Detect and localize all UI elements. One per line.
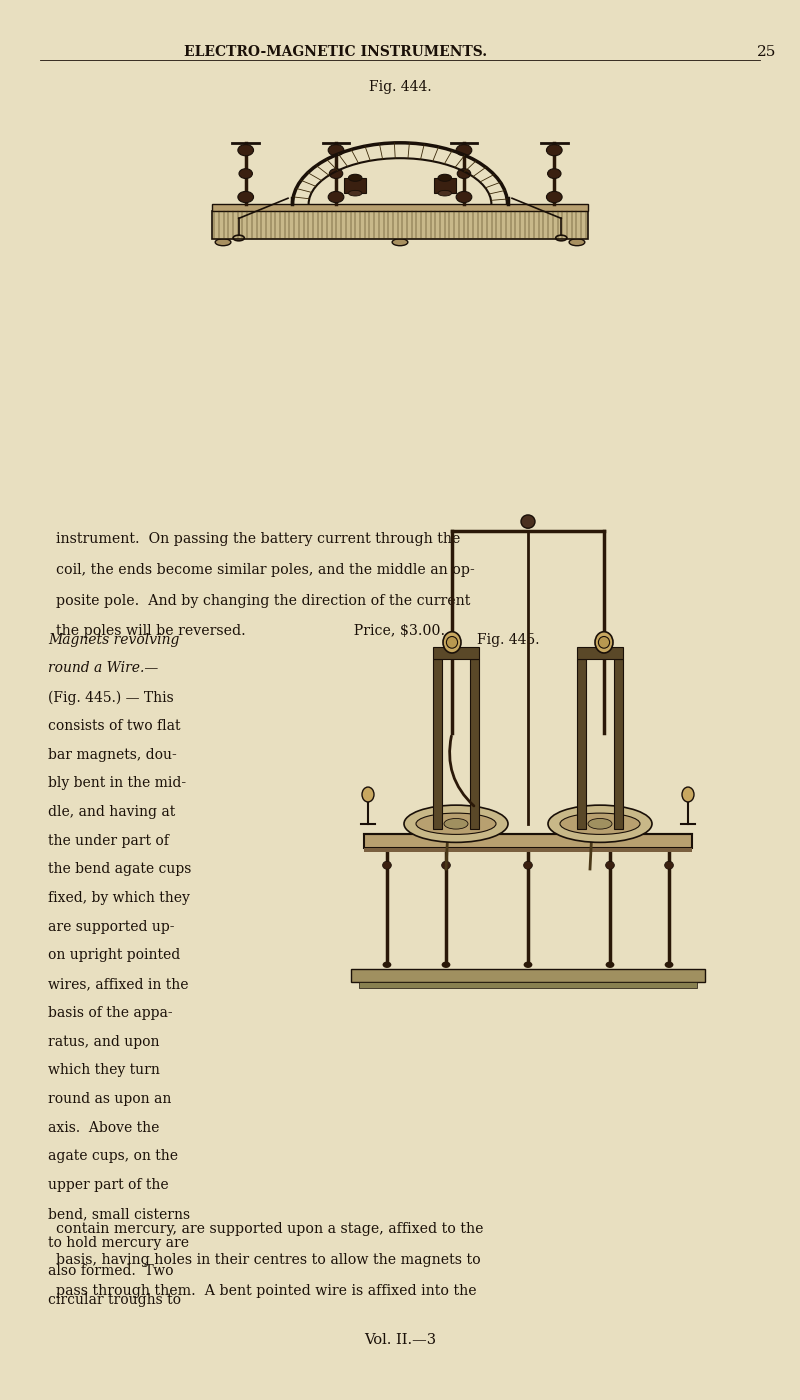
Ellipse shape <box>238 144 254 155</box>
Ellipse shape <box>416 813 496 834</box>
Ellipse shape <box>239 168 253 178</box>
Text: upper part of the: upper part of the <box>48 1177 169 1191</box>
Text: agate cups, on the: agate cups, on the <box>48 1149 178 1163</box>
Text: contain mercury, are supported upon a stage, affixed to the: contain mercury, are supported upon a st… <box>56 1222 483 1236</box>
Bar <box>212 211 588 239</box>
Ellipse shape <box>546 192 562 203</box>
Ellipse shape <box>560 813 640 834</box>
Ellipse shape <box>524 861 533 869</box>
Ellipse shape <box>456 192 472 203</box>
Text: Vol. II.—3: Vol. II.—3 <box>364 1333 436 1347</box>
Ellipse shape <box>442 962 450 967</box>
Ellipse shape <box>458 168 470 178</box>
Bar <box>614 659 622 829</box>
Text: Fig. 445.: Fig. 445. <box>477 633 539 647</box>
Ellipse shape <box>546 144 562 155</box>
Text: Fig. 444.: Fig. 444. <box>369 80 431 94</box>
Text: bend, small cisterns: bend, small cisterns <box>48 1207 190 1221</box>
Ellipse shape <box>330 168 342 178</box>
Text: ratus, and upon: ratus, and upon <box>48 1035 159 1049</box>
Text: the under part of: the under part of <box>48 833 169 847</box>
Ellipse shape <box>215 238 231 246</box>
Bar <box>364 834 692 847</box>
Bar <box>578 647 623 659</box>
Ellipse shape <box>521 515 535 528</box>
Text: the poles will be reversed.                        Price, $3.00.: the poles will be reversed. Price, $3.00… <box>56 624 445 638</box>
Ellipse shape <box>438 174 451 182</box>
Text: pass through them.  A bent pointed wire is affixed into the: pass through them. A bent pointed wire i… <box>56 1284 477 1298</box>
Text: to hold mercury are: to hold mercury are <box>48 1235 189 1249</box>
Text: dle, and having at: dle, and having at <box>48 805 175 819</box>
Ellipse shape <box>382 861 391 869</box>
Text: axis.  Above the: axis. Above the <box>48 1120 159 1134</box>
Text: ELECTRO-MAGNETIC INSTRUMENTS.: ELECTRO-MAGNETIC INSTRUMENTS. <box>185 45 487 59</box>
Text: the bend agate cups: the bend agate cups <box>48 862 191 876</box>
Ellipse shape <box>595 631 613 652</box>
Ellipse shape <box>444 819 468 829</box>
Ellipse shape <box>328 192 344 203</box>
Text: circular troughs to: circular troughs to <box>48 1294 181 1308</box>
Ellipse shape <box>682 787 694 802</box>
Bar <box>351 969 705 983</box>
Ellipse shape <box>382 962 391 967</box>
Ellipse shape <box>328 144 344 155</box>
Text: instrument.  On passing the battery current through the: instrument. On passing the battery curre… <box>56 532 460 546</box>
Text: round as upon an: round as upon an <box>48 1092 171 1106</box>
Text: wires, affixed in the: wires, affixed in the <box>48 977 189 991</box>
Text: posite pole.  And by changing the direction of the current: posite pole. And by changing the directi… <box>56 594 470 608</box>
Text: basis, having holes in their centres to allow the magnets to: basis, having holes in their centres to … <box>56 1253 481 1267</box>
Text: also formed.  Two: also formed. Two <box>48 1264 174 1278</box>
Text: are supported up-: are supported up- <box>48 920 174 934</box>
Ellipse shape <box>665 962 674 967</box>
Ellipse shape <box>665 861 674 869</box>
Ellipse shape <box>362 787 374 802</box>
Ellipse shape <box>443 631 461 652</box>
Ellipse shape <box>442 861 450 869</box>
Ellipse shape <box>238 192 254 203</box>
Ellipse shape <box>446 637 458 648</box>
Ellipse shape <box>606 962 614 967</box>
Ellipse shape <box>588 819 612 829</box>
Text: fixed, by which they: fixed, by which they <box>48 890 190 904</box>
Ellipse shape <box>606 861 614 869</box>
Bar <box>212 204 588 211</box>
Text: bar magnets, dou-: bar magnets, dou- <box>48 748 177 762</box>
Text: on upright pointed: on upright pointed <box>48 949 180 963</box>
Ellipse shape <box>524 962 533 967</box>
Ellipse shape <box>349 190 362 196</box>
Text: 25: 25 <box>757 45 776 59</box>
Ellipse shape <box>392 238 408 246</box>
Text: coil, the ends become similar poles, and the middle an op-: coil, the ends become similar poles, and… <box>56 563 474 577</box>
Bar <box>359 983 697 987</box>
Ellipse shape <box>548 805 652 843</box>
Text: (Fig. 445.) — This: (Fig. 445.) — This <box>48 690 174 704</box>
Bar <box>434 647 479 659</box>
Ellipse shape <box>547 168 561 178</box>
Bar <box>364 847 692 853</box>
Bar <box>578 659 586 829</box>
Ellipse shape <box>569 238 585 246</box>
Bar <box>470 659 478 829</box>
Text: which they turn: which they turn <box>48 1064 160 1078</box>
Bar <box>434 659 442 829</box>
Text: basis of the appa-: basis of the appa- <box>48 1005 173 1019</box>
Text: round a Wire.—: round a Wire.— <box>48 661 158 675</box>
Ellipse shape <box>404 805 508 843</box>
Ellipse shape <box>438 190 451 196</box>
Ellipse shape <box>349 174 362 182</box>
Bar <box>434 178 456 193</box>
Text: bly bent in the mid-: bly bent in the mid- <box>48 776 186 790</box>
Ellipse shape <box>456 144 472 155</box>
Text: Magnets revolving: Magnets revolving <box>48 633 179 647</box>
Text: consists of two flat: consists of two flat <box>48 720 181 734</box>
Ellipse shape <box>598 637 610 648</box>
Bar <box>344 178 366 193</box>
